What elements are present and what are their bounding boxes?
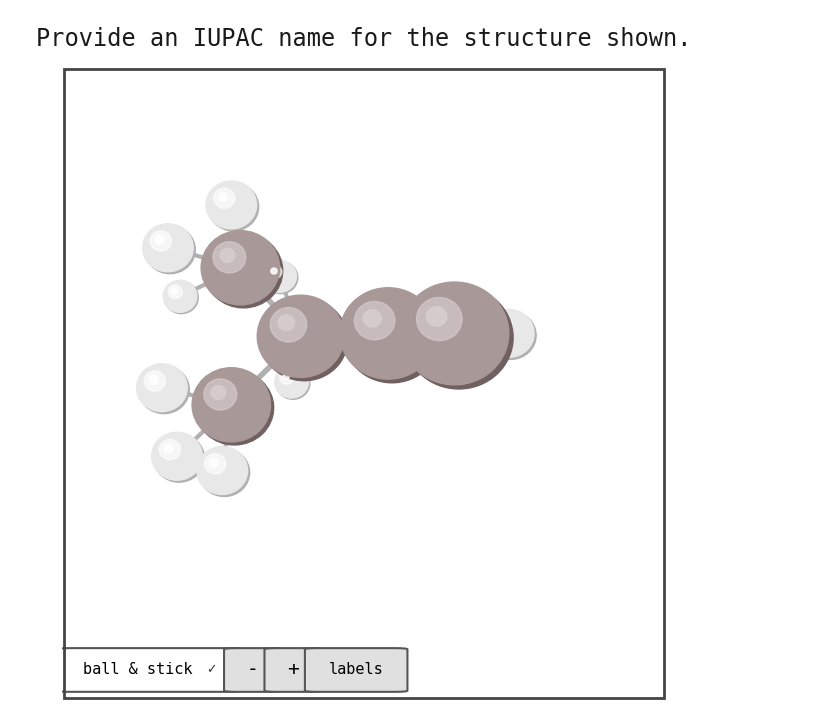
Circle shape xyxy=(142,223,193,272)
Circle shape xyxy=(136,363,187,412)
Circle shape xyxy=(354,301,395,340)
Circle shape xyxy=(164,444,173,453)
Circle shape xyxy=(192,368,270,442)
Circle shape xyxy=(268,265,282,278)
Circle shape xyxy=(257,295,344,378)
Circle shape xyxy=(263,261,296,292)
Circle shape xyxy=(426,307,447,326)
Circle shape xyxy=(168,285,182,298)
Circle shape xyxy=(205,453,225,474)
Circle shape xyxy=(139,366,190,413)
Text: ✓: ✓ xyxy=(206,663,216,676)
FancyBboxPatch shape xyxy=(265,648,322,692)
Circle shape xyxy=(165,281,198,313)
Circle shape xyxy=(208,183,259,231)
Circle shape xyxy=(171,288,178,294)
Circle shape xyxy=(485,311,536,359)
FancyBboxPatch shape xyxy=(224,648,281,692)
Circle shape xyxy=(196,371,274,445)
Circle shape xyxy=(211,386,225,400)
Circle shape xyxy=(205,233,283,308)
FancyBboxPatch shape xyxy=(57,648,241,692)
Circle shape xyxy=(278,315,295,331)
Circle shape xyxy=(145,226,196,273)
Circle shape xyxy=(214,188,235,208)
Circle shape xyxy=(199,448,250,496)
FancyBboxPatch shape xyxy=(305,648,408,692)
Circle shape xyxy=(280,371,294,384)
Circle shape xyxy=(149,376,158,384)
Circle shape xyxy=(283,373,290,380)
Circle shape xyxy=(201,231,280,305)
Circle shape xyxy=(163,281,197,312)
Circle shape xyxy=(213,242,245,273)
Circle shape xyxy=(417,298,462,341)
Text: -: - xyxy=(247,660,259,679)
Circle shape xyxy=(275,366,309,398)
Circle shape xyxy=(151,432,202,481)
Circle shape xyxy=(154,434,205,482)
Text: +: + xyxy=(287,660,299,679)
Circle shape xyxy=(209,458,219,467)
Circle shape xyxy=(264,261,298,293)
Circle shape xyxy=(340,288,437,379)
Circle shape xyxy=(220,248,235,263)
Circle shape xyxy=(144,371,166,391)
Circle shape xyxy=(496,321,505,330)
Text: ball & stick: ball & stick xyxy=(83,662,192,677)
Text: Provide an IUPAC name for the structure shown.: Provide an IUPAC name for the structure … xyxy=(36,27,691,51)
Circle shape xyxy=(270,308,307,342)
Circle shape xyxy=(483,309,534,358)
Circle shape xyxy=(400,282,509,385)
Circle shape xyxy=(491,316,513,337)
Circle shape xyxy=(270,268,277,274)
Circle shape xyxy=(218,193,228,201)
Circle shape xyxy=(155,236,165,244)
Circle shape xyxy=(344,291,440,383)
Circle shape xyxy=(276,367,310,399)
Text: labels: labels xyxy=(329,662,384,677)
Circle shape xyxy=(363,310,381,327)
Circle shape xyxy=(159,439,181,460)
Circle shape xyxy=(197,446,248,495)
Circle shape xyxy=(260,298,348,381)
Circle shape xyxy=(404,286,513,389)
Circle shape xyxy=(151,231,171,251)
Circle shape xyxy=(204,379,237,410)
Circle shape xyxy=(206,181,256,229)
